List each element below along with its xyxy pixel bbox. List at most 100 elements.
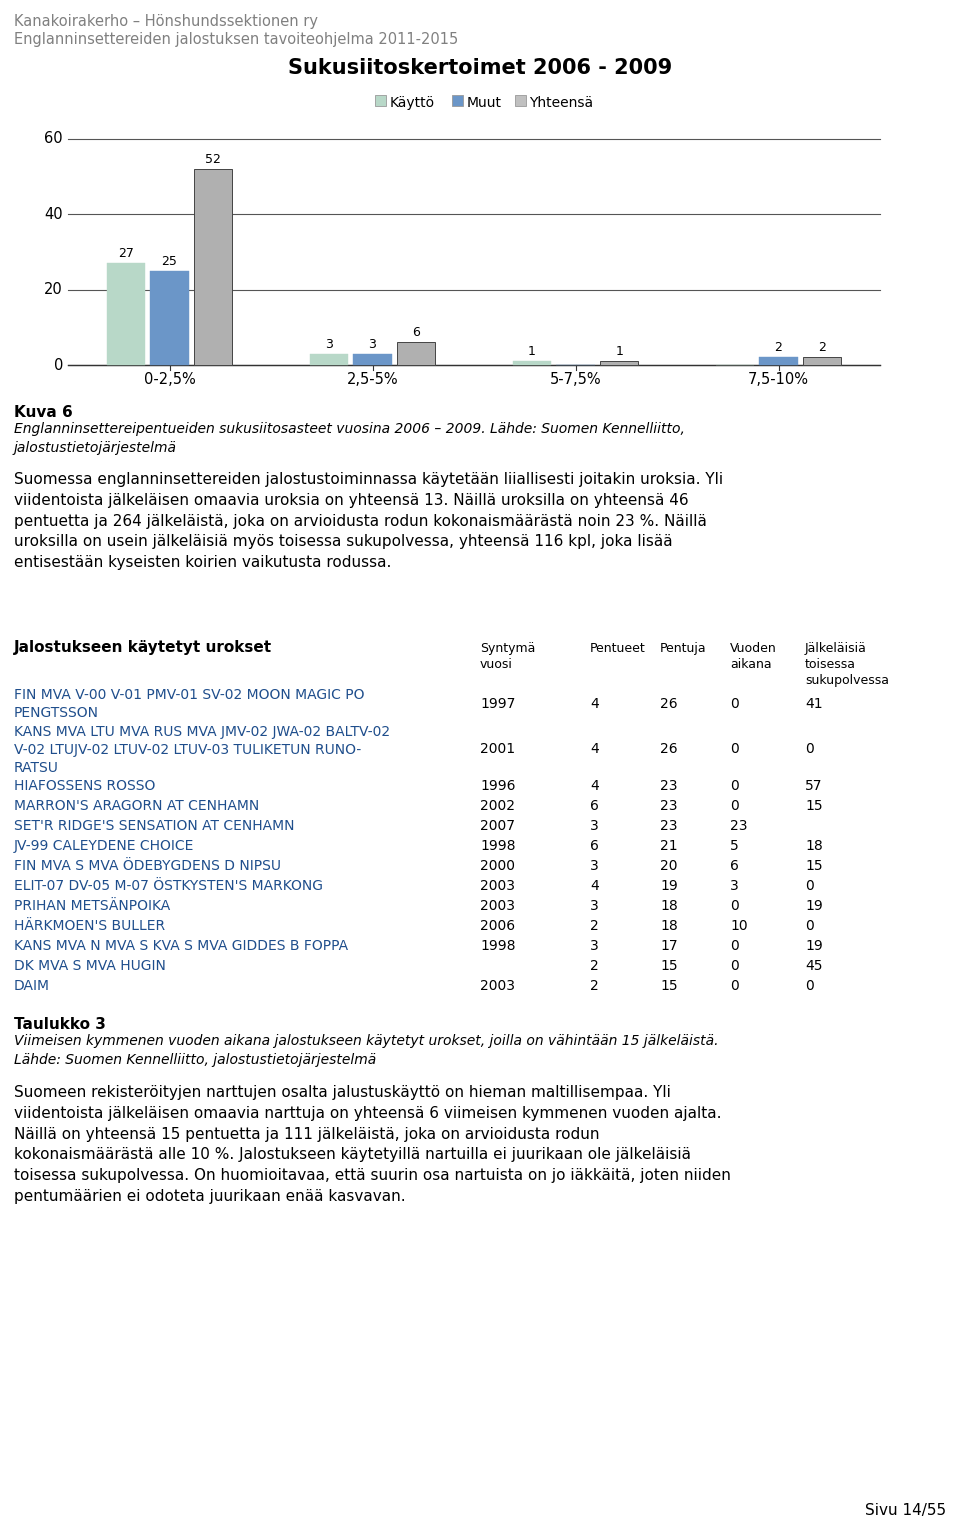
- Text: KANS MVA N MVA S KVA S MVA GIDDES B FOPPA: KANS MVA N MVA S KVA S MVA GIDDES B FOPP…: [14, 939, 348, 952]
- Text: 6: 6: [590, 799, 599, 813]
- Text: 3: 3: [369, 337, 376, 351]
- Text: 5-7,5%: 5-7,5%: [550, 372, 601, 387]
- Text: FIN MVA S MVA ÖDEBYGDENS D NIPSU: FIN MVA S MVA ÖDEBYGDENS D NIPSU: [14, 860, 281, 873]
- Text: 0: 0: [54, 357, 63, 372]
- Text: 20: 20: [660, 860, 678, 873]
- Text: Kuva 6: Kuva 6: [14, 406, 73, 419]
- Text: 2: 2: [590, 919, 599, 933]
- Text: Vuoden
aikana: Vuoden aikana: [730, 643, 777, 671]
- Text: 45: 45: [805, 958, 823, 974]
- Text: 23: 23: [660, 799, 678, 813]
- Text: 19: 19: [805, 899, 823, 913]
- Text: 2000: 2000: [480, 860, 515, 873]
- Text: HIAFOSSENS ROSSO: HIAFOSSENS ROSSO: [14, 779, 156, 793]
- Text: MARRON'S ARAGORN AT CENHAMN: MARRON'S ARAGORN AT CENHAMN: [14, 799, 259, 813]
- Text: 2003: 2003: [480, 880, 515, 893]
- Text: 20: 20: [44, 283, 63, 298]
- Text: 2: 2: [590, 980, 599, 993]
- Text: 4: 4: [590, 779, 599, 793]
- Bar: [451, 96, 463, 106]
- Text: 15: 15: [805, 860, 823, 873]
- Text: 10: 10: [730, 919, 748, 933]
- Bar: [150, 270, 189, 365]
- Text: 2003: 2003: [480, 899, 515, 913]
- Text: 57: 57: [805, 779, 823, 793]
- Text: 18: 18: [660, 899, 678, 913]
- Text: 52: 52: [205, 153, 221, 166]
- Text: 3: 3: [730, 880, 739, 893]
- Text: JV-99 CALEYDENE CHOICE: JV-99 CALEYDENE CHOICE: [14, 838, 194, 854]
- Bar: [803, 357, 841, 365]
- Text: 40: 40: [44, 207, 63, 222]
- Text: Viimeisen kymmenen vuoden aikana jalostukseen käytetyt urokset, joilla on vähint: Viimeisen kymmenen vuoden aikana jalostu…: [14, 1034, 718, 1066]
- Bar: [309, 354, 348, 365]
- Text: 0: 0: [730, 741, 739, 756]
- Text: 2001: 2001: [480, 741, 516, 756]
- Text: 3: 3: [590, 939, 599, 952]
- Text: 1: 1: [528, 345, 536, 358]
- Text: 0: 0: [730, 697, 739, 711]
- Text: 17: 17: [660, 939, 678, 952]
- Text: 1998: 1998: [480, 939, 516, 952]
- Text: 0: 0: [730, 939, 739, 952]
- Bar: [513, 362, 551, 365]
- Text: FIN MVA V-00 V-01 PMV-01 SV-02 MOON MAGIC PO
PENGTSSON: FIN MVA V-00 V-01 PMV-01 SV-02 MOON MAGI…: [14, 688, 365, 720]
- Text: 15: 15: [805, 799, 823, 813]
- Text: 0: 0: [730, 958, 739, 974]
- Text: 3: 3: [590, 899, 599, 913]
- Bar: [515, 96, 525, 106]
- Text: 15: 15: [660, 958, 678, 974]
- Bar: [353, 354, 392, 365]
- Text: 6: 6: [590, 838, 599, 854]
- Text: 4: 4: [590, 697, 599, 711]
- Text: KANS MVA LTU MVA RUS MVA JMV-02 JWA-02 BALTV-02
V-02 LTUJV-02 LTUV-02 LTUV-03 TU: KANS MVA LTU MVA RUS MVA JMV-02 JWA-02 B…: [14, 725, 390, 775]
- Text: 26: 26: [660, 697, 678, 711]
- Text: Pentueet: Pentueet: [590, 643, 646, 655]
- Text: Sukusiitoskertoimet 2006 - 2009: Sukusiitoskertoimet 2006 - 2009: [288, 58, 672, 77]
- Text: 60: 60: [44, 131, 63, 146]
- Text: 25: 25: [161, 255, 178, 267]
- Text: 4: 4: [590, 880, 599, 893]
- Text: 2007: 2007: [480, 819, 515, 832]
- Text: Käyttö: Käyttö: [390, 96, 435, 109]
- Text: Pentuja: Pentuja: [660, 643, 707, 655]
- Text: 2002: 2002: [480, 799, 515, 813]
- Text: Kanakoirakerho – Hönshundssektionen ry: Kanakoirakerho – Hönshundssektionen ry: [14, 14, 318, 29]
- Text: 15: 15: [660, 980, 678, 993]
- Bar: [107, 263, 145, 365]
- Text: Suomeen rekisteröityjen narttujen osalta jalustuskäyttö on hieman maltillisempaa: Suomeen rekisteröityjen narttujen osalta…: [14, 1085, 731, 1203]
- Bar: [396, 342, 436, 365]
- Text: 0: 0: [730, 779, 739, 793]
- Text: 4: 4: [590, 741, 599, 756]
- Text: Englanninsettereiden jalostuksen tavoiteohjelma 2011-2015: Englanninsettereiden jalostuksen tavoite…: [14, 32, 458, 47]
- Text: DAIM: DAIM: [14, 980, 50, 993]
- Text: 23: 23: [660, 779, 678, 793]
- Text: 1997: 1997: [480, 697, 516, 711]
- Text: 2003: 2003: [480, 980, 515, 993]
- Text: 5: 5: [730, 838, 739, 854]
- Text: Sivu 14/55: Sivu 14/55: [865, 1502, 946, 1517]
- Text: SET'R RIDGE'S SENSATION AT CENHAMN: SET'R RIDGE'S SENSATION AT CENHAMN: [14, 819, 295, 832]
- Text: 21: 21: [660, 838, 678, 854]
- Text: 3: 3: [590, 819, 599, 832]
- Text: 2: 2: [590, 958, 599, 974]
- Text: 41: 41: [805, 697, 823, 711]
- Text: Englanninsettereipentueiden sukusiitosasteet vuosina 2006 – 2009. Lähde: Suomen : Englanninsettereipentueiden sukusiitosas…: [14, 422, 684, 456]
- Text: 1996: 1996: [480, 779, 516, 793]
- Bar: [759, 357, 798, 365]
- Text: 27: 27: [118, 248, 133, 260]
- Text: 2: 2: [775, 342, 782, 354]
- Text: HÄRKMOEN'S BULLER: HÄRKMOEN'S BULLER: [14, 919, 165, 933]
- Text: Jalostukseen käytetyt urokset: Jalostukseen käytetyt urokset: [14, 639, 272, 655]
- Bar: [194, 169, 232, 365]
- Text: 0: 0: [730, 980, 739, 993]
- Text: 19: 19: [805, 939, 823, 952]
- Text: ELIT-07 DV-05 M-07 ÖSTKYSTEN'S MARKONG: ELIT-07 DV-05 M-07 ÖSTKYSTEN'S MARKONG: [14, 880, 323, 893]
- Text: 0: 0: [730, 899, 739, 913]
- Text: 0: 0: [805, 980, 814, 993]
- Bar: [600, 362, 638, 365]
- Text: 0: 0: [730, 799, 739, 813]
- Text: 6: 6: [412, 327, 420, 339]
- Text: 26: 26: [660, 741, 678, 756]
- Text: 1: 1: [615, 345, 623, 358]
